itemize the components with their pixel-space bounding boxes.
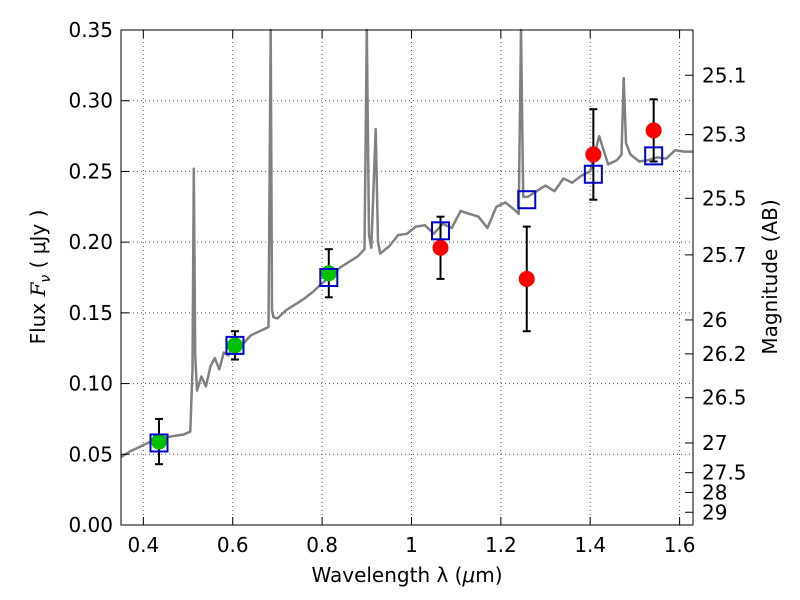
data-point-circle bbox=[150, 433, 167, 450]
data-point-square bbox=[644, 146, 664, 166]
y-tick-label: 0.00 bbox=[68, 513, 113, 537]
y2-tick-label: 28 bbox=[702, 480, 727, 504]
x-tick-label: 0.6 bbox=[217, 533, 249, 557]
x-tick-label: 0.8 bbox=[306, 533, 338, 557]
y-tick-label: 0.05 bbox=[68, 442, 113, 466]
x-tick-label: 0.4 bbox=[127, 533, 159, 557]
grid bbox=[121, 29, 693, 526]
y2-tick-label: 25.3 bbox=[702, 123, 747, 147]
y2-tick-label: 27 bbox=[702, 431, 727, 455]
y2-tick-label: 26.2 bbox=[702, 342, 747, 366]
data-point-circle bbox=[432, 239, 449, 256]
data-point-circle bbox=[645, 122, 662, 139]
y2-tick-label: 25.7 bbox=[702, 243, 747, 267]
data-point-square bbox=[517, 190, 537, 210]
x-tick-label: 1.4 bbox=[574, 533, 606, 557]
data-point-circle bbox=[320, 265, 337, 282]
data-point-circle bbox=[585, 146, 602, 163]
data-point-square bbox=[583, 164, 603, 184]
data-point-circle bbox=[518, 270, 535, 287]
x-tick-label: 1 bbox=[405, 533, 418, 557]
y-tick-label: 0.15 bbox=[68, 301, 113, 325]
x-tick-label: 1.6 bbox=[664, 533, 696, 557]
y2-tick-label: 25.5 bbox=[702, 186, 747, 210]
data-point-circle bbox=[226, 337, 243, 354]
x-tick-label: 1.2 bbox=[485, 533, 517, 557]
plot-frame bbox=[120, 29, 694, 526]
y-tick-label: 0.10 bbox=[68, 372, 113, 396]
y-tick-label: 0.20 bbox=[68, 230, 113, 254]
data-point-square bbox=[225, 335, 245, 355]
data-point-square bbox=[431, 221, 451, 241]
y2-tick-label: 26.5 bbox=[702, 386, 747, 410]
y2-tick-label: 27.5 bbox=[702, 461, 747, 485]
spectrum-line bbox=[120, 28, 693, 459]
data-points bbox=[149, 98, 664, 466]
data-point-square bbox=[149, 433, 169, 453]
y2-tick-label: 29 bbox=[702, 500, 727, 524]
y-tick-label: 0.25 bbox=[68, 159, 113, 183]
data-point-square bbox=[319, 268, 339, 287]
axis-ticks: 0.4 0.6 0.8 1 1.2 1.4 1.6 0.00 0.05 0.10 0.15 0.20 0… bbox=[68, 18, 746, 557]
x-axis-label: Wavelength λ (μm) bbox=[311, 563, 502, 587]
y-tick-label: 0.30 bbox=[68, 89, 113, 113]
y-tick-label: 0.35 bbox=[68, 18, 113, 42]
y2-tick-label: 26 bbox=[702, 308, 727, 332]
y2-axis-label: Magnitude (AB) bbox=[758, 199, 782, 354]
y2-tick-label: 25.1 bbox=[702, 63, 747, 87]
model-spectrum bbox=[120, 28, 693, 459]
y-axis-label: Flux Fν ( μJy ) bbox=[26, 210, 54, 345]
